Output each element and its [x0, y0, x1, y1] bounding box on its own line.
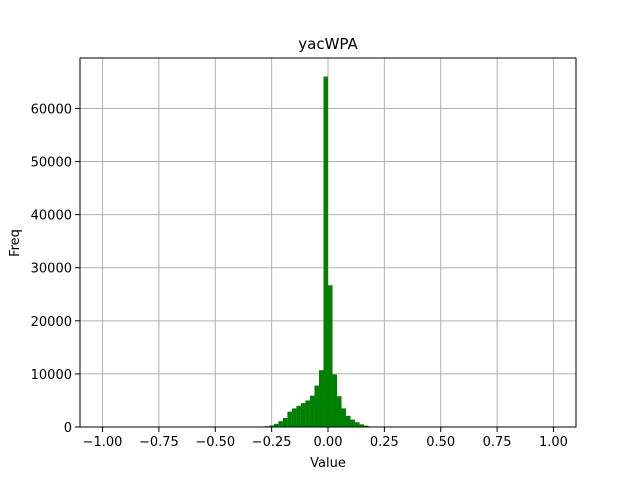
histogram-bar [296, 405, 301, 427]
histogram-bar [337, 396, 342, 427]
x-tick-label: 0.00 [314, 435, 343, 450]
y-axis: 0 10000 20000 30000 40000 50000 60000 [31, 102, 80, 436]
y-tick-label: 0 [64, 421, 72, 436]
histogram-bar [305, 400, 310, 427]
x-tick-label: 1.00 [539, 435, 568, 450]
x-tick-label: −1.00 [83, 435, 123, 450]
bars [260, 76, 374, 427]
x-tick-label: 0.50 [426, 435, 455, 450]
histogram-bar [318, 370, 324, 427]
histogram-bar [346, 415, 351, 427]
histogram-bar [300, 403, 306, 427]
histogram-bar [332, 374, 338, 427]
y-tick-label: 60000 [31, 102, 72, 117]
histogram-bar [278, 421, 283, 427]
x-axis-label: Value [310, 456, 346, 471]
histogram-bar [364, 425, 369, 427]
y-tick-label: 10000 [31, 368, 72, 383]
x-tick-label: −0.25 [252, 435, 292, 450]
y-tick-label: 40000 [31, 209, 72, 224]
histogram-bar [323, 76, 328, 427]
histogram-bar [350, 419, 356, 427]
histogram-bar [287, 411, 292, 427]
x-tick-label: 0.25 [370, 435, 399, 450]
histogram-bar [282, 417, 288, 427]
histogram-bar [291, 408, 297, 427]
histogram-bar [341, 408, 347, 427]
histogram-bar [309, 395, 315, 427]
x-tick-label: 0.75 [483, 435, 512, 450]
histogram-bar [273, 423, 279, 427]
y-tick-label: 50000 [31, 156, 72, 171]
histogram-bar [269, 425, 274, 427]
x-tick-label: −0.75 [139, 435, 179, 450]
histogram-bar [314, 385, 319, 427]
x-axis: −1.00 −0.75 −0.50 −0.25 0.00 0.25 0.50 0.75 1.00 [83, 427, 568, 450]
y-tick-label: 20000 [31, 315, 72, 330]
y-tick-label: 30000 [31, 262, 72, 277]
y-axis-label: Freq [8, 229, 23, 257]
histogram-bar [355, 422, 360, 427]
histogram-bar [328, 285, 333, 427]
histogram-bar [359, 424, 365, 427]
x-tick-label: −0.50 [195, 435, 235, 450]
chart-title: yacWPA [298, 35, 358, 53]
